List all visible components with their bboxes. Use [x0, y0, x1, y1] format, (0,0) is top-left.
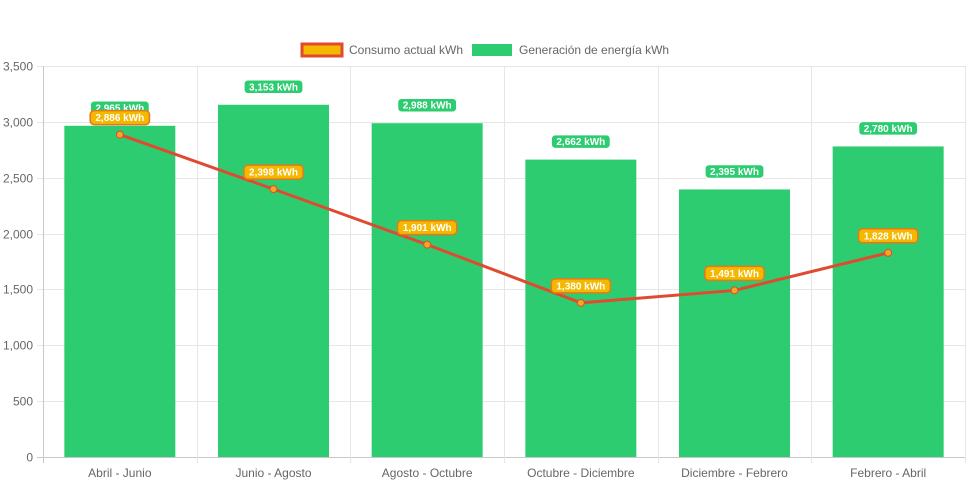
y-tick-label: 1,000: [3, 339, 33, 353]
bar-series-generacion: [64, 104, 944, 458]
label-consumo-text: 1,380 kWh: [556, 281, 605, 292]
line-series-consumo: [115, 130, 893, 307]
label-consumo: 2,886 kWh: [89, 109, 151, 126]
legend[interactable]: Consumo actual kWh Generación de energía …: [300, 42, 669, 58]
label-consumo-bg: [243, 164, 304, 180]
y-tick-label: 3,500: [3, 60, 33, 74]
label-consumo-text: 2,398 kWh: [249, 168, 298, 179]
x-tick-label: Agosto - Octubre: [382, 466, 473, 480]
label-generacion-bg: [396, 97, 458, 113]
point-consumo: [576, 298, 585, 307]
line-consumo: [119, 133, 889, 305]
y-tick-label: 2,500: [3, 172, 33, 186]
label-generacion: 2,988 kWh: [396, 97, 458, 113]
label-generacion-text: 2,988 kWh: [403, 101, 452, 112]
y-tick-label: 2,000: [3, 228, 33, 242]
label-generacion-bg: [550, 133, 612, 150]
data-labels: 2,965 kWh 3,153 kWh 2,988 kWh 2,662 kWh 2,39…: [89, 79, 919, 294]
label-consumo-text: 1,491 kWh: [710, 269, 759, 280]
label-consumo: 2,398 kWh: [243, 164, 304, 180]
label-consumo-text: 1,901 kWh: [403, 223, 452, 234]
bar-generacion: [218, 104, 329, 457]
grid: [37, 66, 966, 463]
bar-generacion: [832, 146, 944, 458]
label-consumo-text: 2,886 kWh: [95, 113, 144, 124]
legend-label-consumo[interactable]: Consumo actual kWh: [349, 43, 463, 57]
y-tick-label: 500: [13, 395, 33, 409]
label-generacion: 3,153 kWh: [243, 79, 304, 95]
x-tick-label: Diciembre - Febrero: [681, 466, 788, 480]
label-generacion-bg: [857, 120, 919, 137]
point-consumo: [269, 185, 278, 194]
axes: 0 500 1,000 1,500 2,000 2,500 3,000 3,500 Abril …: [3, 60, 926, 481]
y-tick-label: 3,000: [3, 116, 33, 130]
label-consumo-bg: [857, 228, 919, 244]
x-tick-label: Abril - Junio: [88, 466, 152, 480]
label-generacion-text: 2,395 kWh: [710, 167, 759, 178]
bar-generacion: [371, 123, 483, 457]
point-consumo: [115, 130, 124, 139]
legend-swatch-consumo[interactable]: [300, 42, 344, 58]
legend-item-generacion[interactable]: Generación de energía kWh: [472, 43, 669, 57]
point-consumo: [730, 286, 739, 295]
label-consumo: 1,828 kWh: [857, 228, 919, 244]
label-consumo-bg: [704, 265, 765, 282]
label-consumo-bg: [89, 109, 151, 126]
y-tick-label: 1,500: [3, 283, 33, 297]
label-generacion-text: 3,153 kWh: [249, 82, 298, 93]
bar-generacion: [64, 125, 176, 457]
label-generacion-text: 2,965 kWh: [95, 103, 144, 114]
label-generacion-bg: [243, 79, 304, 95]
label-consumo-text: 1,828 kWh: [864, 231, 913, 242]
x-tick-label: Octubre - Diciembre: [527, 466, 635, 480]
legend-swatch-generacion[interactable]: [472, 44, 512, 56]
point-consumo: [423, 240, 432, 249]
x-tick-label: Febrero - Abril: [850, 466, 926, 480]
label-generacion: 2,395 kWh: [704, 163, 765, 180]
point-consumo: [884, 248, 893, 257]
y-tick-label: 0: [26, 451, 33, 465]
bar-generacion: [525, 159, 637, 457]
label-consumo-bg: [550, 278, 612, 294]
label-generacion-bg: [704, 163, 765, 180]
bar-generacion: [679, 189, 790, 458]
label-consumo-bg: [396, 219, 458, 236]
x-tick-label: Junio - Agosto: [235, 466, 311, 480]
label-consumo: 1,491 kWh: [704, 265, 765, 282]
label-generacion: 2,780 kWh: [857, 120, 919, 137]
label-generacion: 2,662 kWh: [550, 133, 612, 150]
label-generacion-text: 2,780 kWh: [864, 124, 913, 135]
label-consumo: 1,380 kWh: [550, 278, 612, 294]
label-consumo: 1,901 kWh: [396, 219, 458, 236]
legend-item-consumo[interactable]: Consumo actual kWh: [300, 42, 463, 58]
legend-label-generacion[interactable]: Generación de energía kWh: [519, 43, 669, 57]
label-generacion-text: 2,662 kWh: [556, 137, 605, 148]
